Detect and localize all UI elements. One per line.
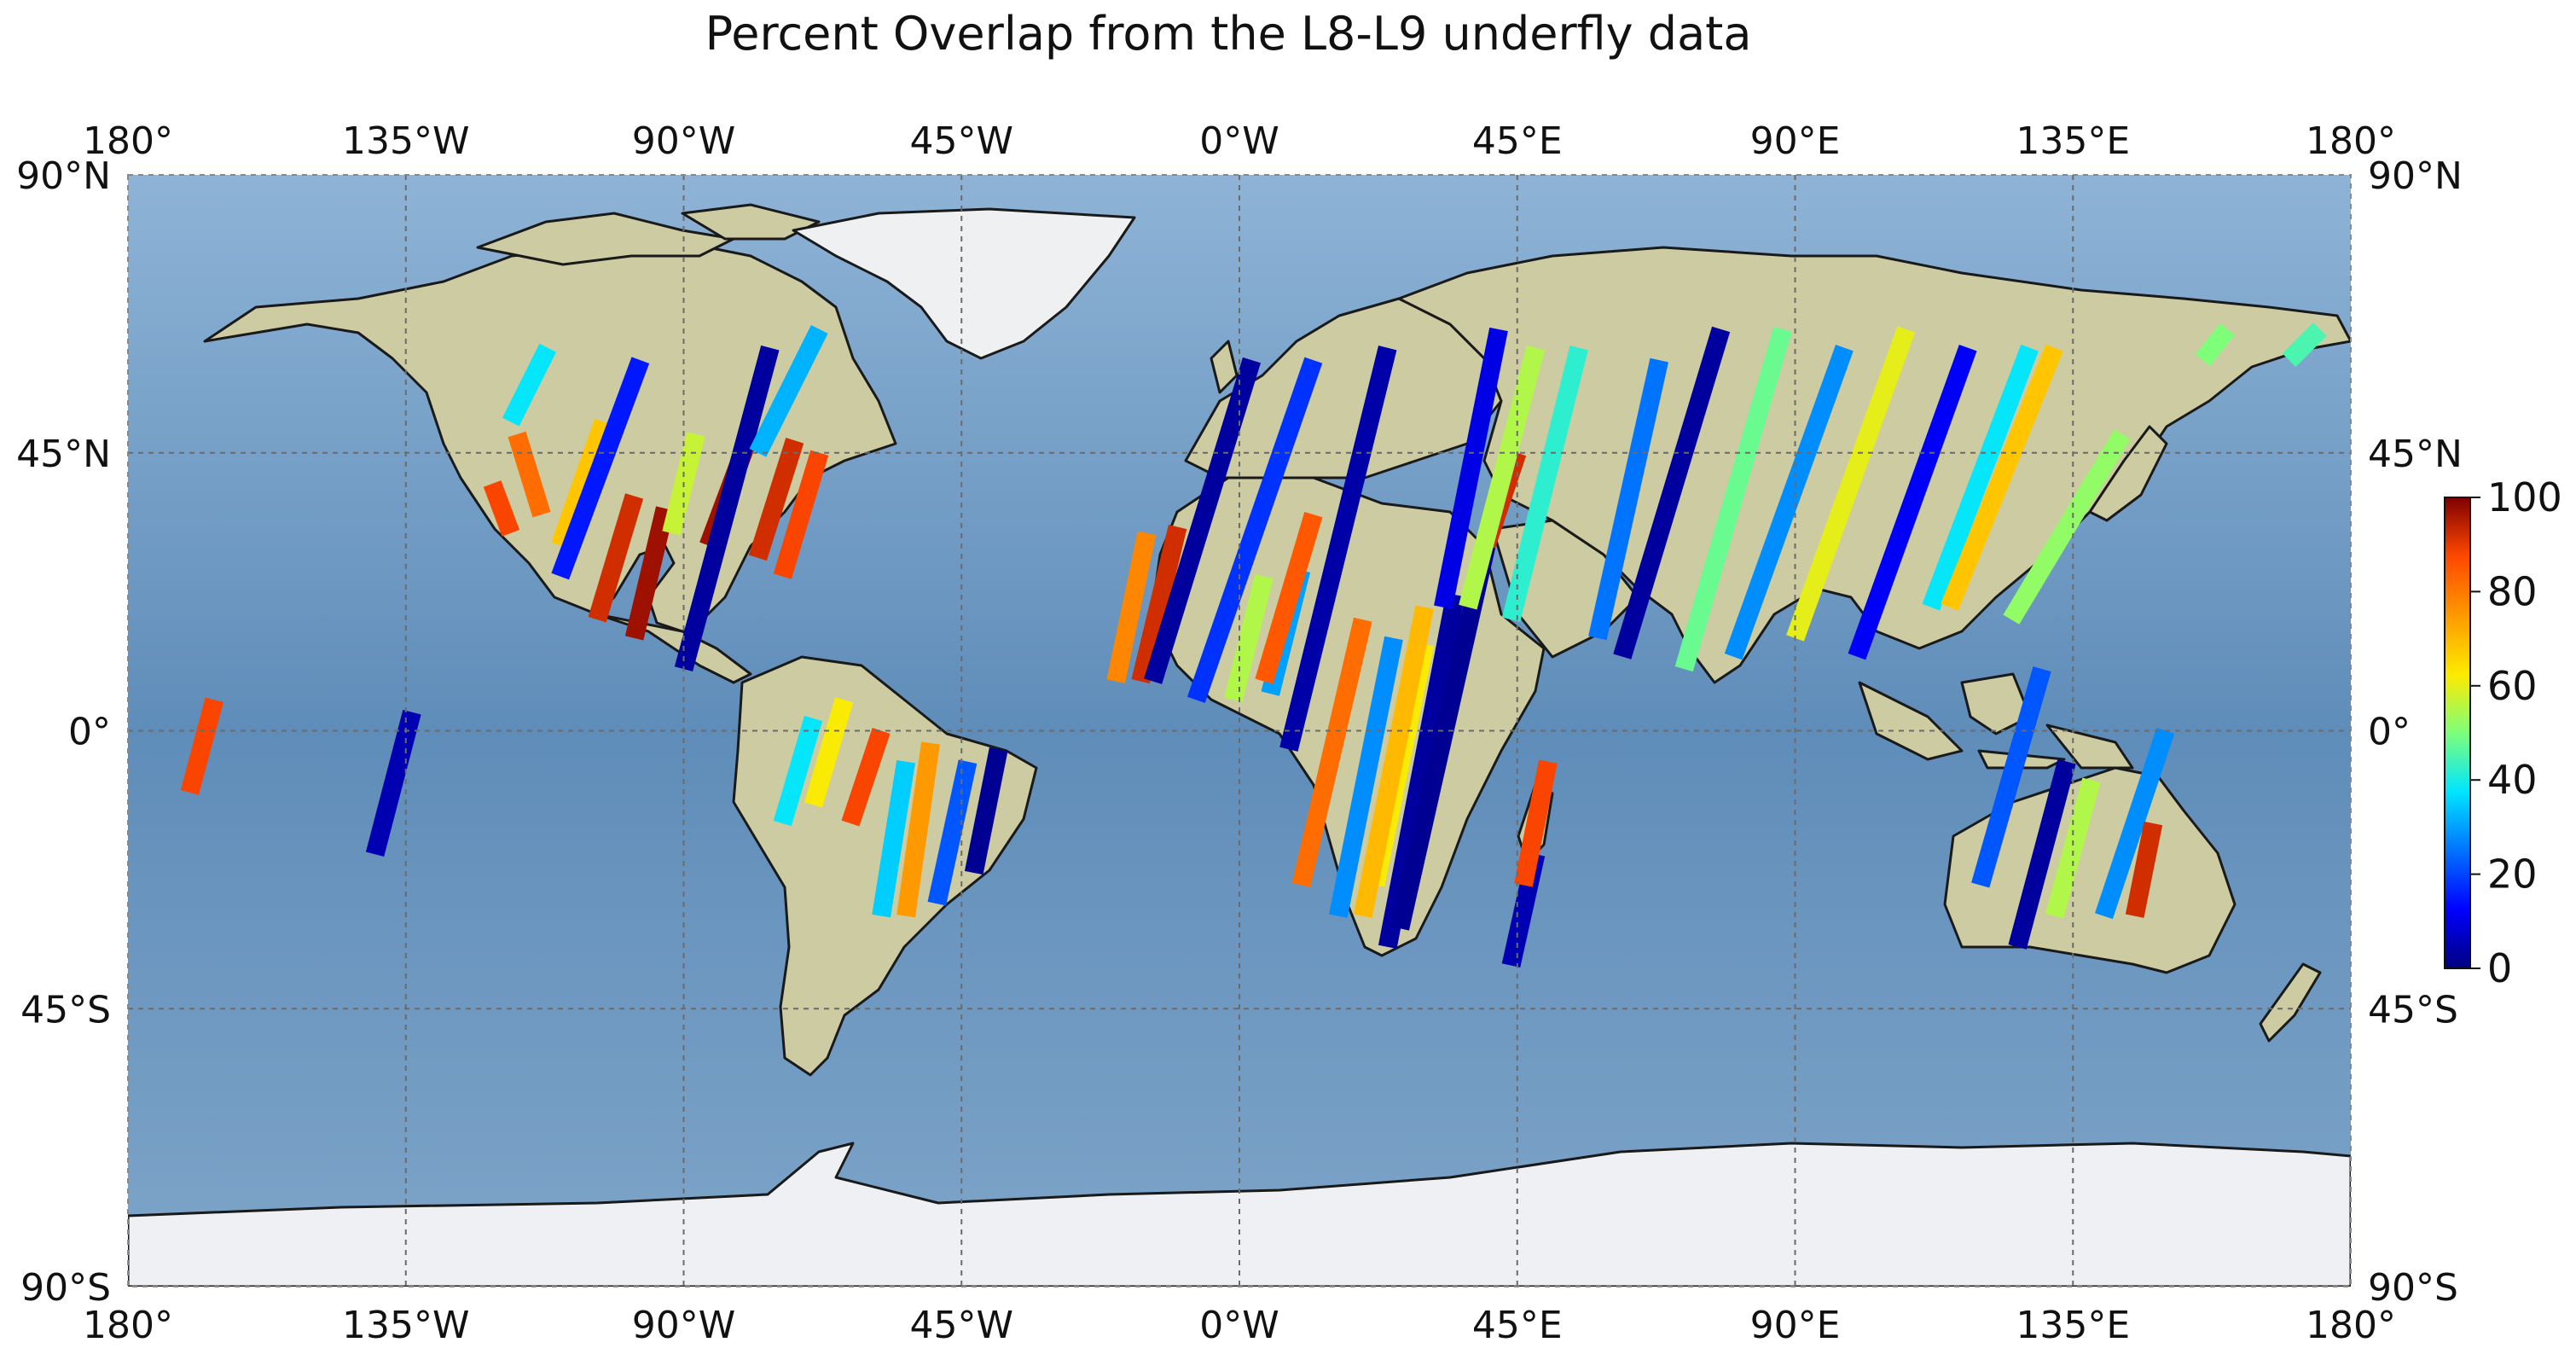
swath-3 <box>508 431 551 518</box>
swath-51 <box>1971 666 2051 888</box>
right-lat-tick: 90°N <box>2368 154 2463 198</box>
swath-57 <box>2195 323 2235 367</box>
japan <box>2088 425 2168 522</box>
top-lon-tick: 0°W <box>1199 119 1279 163</box>
bottom-lon-tick: 90°E <box>1750 1304 1841 1347</box>
swath-20 <box>927 759 978 906</box>
swath-18 <box>872 759 915 918</box>
swath-5 <box>551 418 612 549</box>
swath-55 <box>2125 821 2163 918</box>
swath-15 <box>773 715 823 827</box>
left-lat-tick: 90°S <box>20 1266 111 1310</box>
bottom-lon-tick: 45°E <box>1472 1304 1563 1347</box>
swath-53 <box>2045 777 2101 919</box>
swath-22 <box>1106 531 1157 683</box>
right-lat-tick: 0° <box>2368 711 2411 754</box>
bottom-lon-tick: 45°W <box>910 1304 1014 1347</box>
left-lat-tick: 0° <box>68 711 111 754</box>
swath-48 <box>1922 344 2039 611</box>
swath-21 <box>964 747 1008 875</box>
top-lon-tick: 90°W <box>632 119 736 163</box>
left-lat-tick: 90°N <box>16 154 111 198</box>
swath-34 <box>1390 543 1496 931</box>
swath-54 <box>2095 728 2175 920</box>
colorbar-tick-label: 0 <box>2487 945 2512 991</box>
swath-28 <box>1255 512 1323 684</box>
swath-0 <box>180 697 223 795</box>
map-frame <box>127 174 2352 1287</box>
swath-35 <box>1353 605 1434 918</box>
swath-46 <box>1786 326 1916 642</box>
new-zealand <box>2259 962 2322 1043</box>
colorbar-tick-label: 20 <box>2487 851 2538 898</box>
top-lon-tick: 45°W <box>910 119 1014 163</box>
swath-56 <box>2282 323 2327 367</box>
colorbar-tick-label: 80 <box>2487 568 2538 614</box>
top-lon-tick: 135°W <box>342 119 470 163</box>
right-lat-tick: 45°S <box>2368 988 2458 1031</box>
colorbar-tick-label: 40 <box>2487 757 2538 803</box>
swath-31 <box>1329 636 1403 918</box>
right-lat-tick: 45°N <box>2368 433 2463 476</box>
swath-7 <box>588 493 644 623</box>
swath-50 <box>2003 429 2131 625</box>
swath-24 <box>1144 357 1261 684</box>
swath-25 <box>1186 357 1323 703</box>
swath-45 <box>1724 344 1854 660</box>
swath-39 <box>1501 346 1588 622</box>
swath-8 <box>624 506 675 641</box>
swath-43 <box>1613 326 1731 660</box>
swath-49 <box>1941 344 2063 611</box>
top-lon-tick: 135°E <box>2016 119 2130 163</box>
great-britain <box>1210 340 1239 394</box>
greenland <box>792 207 1136 360</box>
swath-47 <box>1848 344 1977 660</box>
top-lon-tick: 180° <box>83 119 173 163</box>
swath-38 <box>1459 345 1546 610</box>
left-lat-tick: 45°S <box>20 988 111 1031</box>
colorbar-tick-label: 60 <box>2487 663 2538 709</box>
swath-30 <box>1291 617 1372 887</box>
bottom-lon-tick: 180° <box>83 1304 173 1347</box>
right-lat-tick: 90°S <box>2368 1266 2458 1310</box>
swath-29 <box>1279 346 1397 752</box>
top-lon-tick: 45°E <box>1472 119 1563 163</box>
swath-44 <box>1674 326 1792 672</box>
swath-23 <box>1131 525 1187 684</box>
swath-16 <box>804 697 854 808</box>
swath-13 <box>773 450 829 579</box>
indonesia <box>1858 681 1964 761</box>
colorbar-ramp <box>2444 497 2471 969</box>
swath-2 <box>483 480 520 537</box>
top-lon-tick: 90°E <box>1750 119 1841 163</box>
gridlines <box>128 175 2351 1287</box>
swath-26 <box>1224 573 1273 702</box>
swath-52 <box>2008 758 2076 950</box>
swath-33 <box>1378 593 1465 949</box>
top-lon-tick: 180° <box>2306 119 2396 163</box>
swath-12 <box>748 437 804 561</box>
swath-11 <box>674 345 780 671</box>
bottom-lon-tick: 135°E <box>2016 1304 2130 1347</box>
overlap-swaths <box>180 323 2327 968</box>
left-lat-tick: 45°N <box>16 433 111 476</box>
bottom-lon-tick: 0°W <box>1199 1304 1279 1347</box>
swath-6 <box>551 357 650 580</box>
colorbar: 0 20 40 60 80 100 <box>2444 474 2562 991</box>
swath-19 <box>896 741 940 918</box>
swath-37 <box>1434 327 1508 609</box>
asia <box>1397 246 2351 684</box>
swath-14 <box>749 325 828 457</box>
swath-17 <box>841 728 891 827</box>
map-title: Percent Overlap from the L8-L9 underfly … <box>705 7 1752 61</box>
swath-1 <box>365 710 421 857</box>
swath-41 <box>1514 759 1558 887</box>
bottom-lon-tick: 90°W <box>632 1304 736 1347</box>
bottom-lon-tick: 180° <box>2306 1304 2396 1347</box>
bottom-lon-tick: 135°W <box>342 1304 470 1347</box>
colorbar-tick-label: 100 <box>2487 474 2562 520</box>
swath-42 <box>1588 357 1668 641</box>
swath-4 <box>502 343 557 427</box>
